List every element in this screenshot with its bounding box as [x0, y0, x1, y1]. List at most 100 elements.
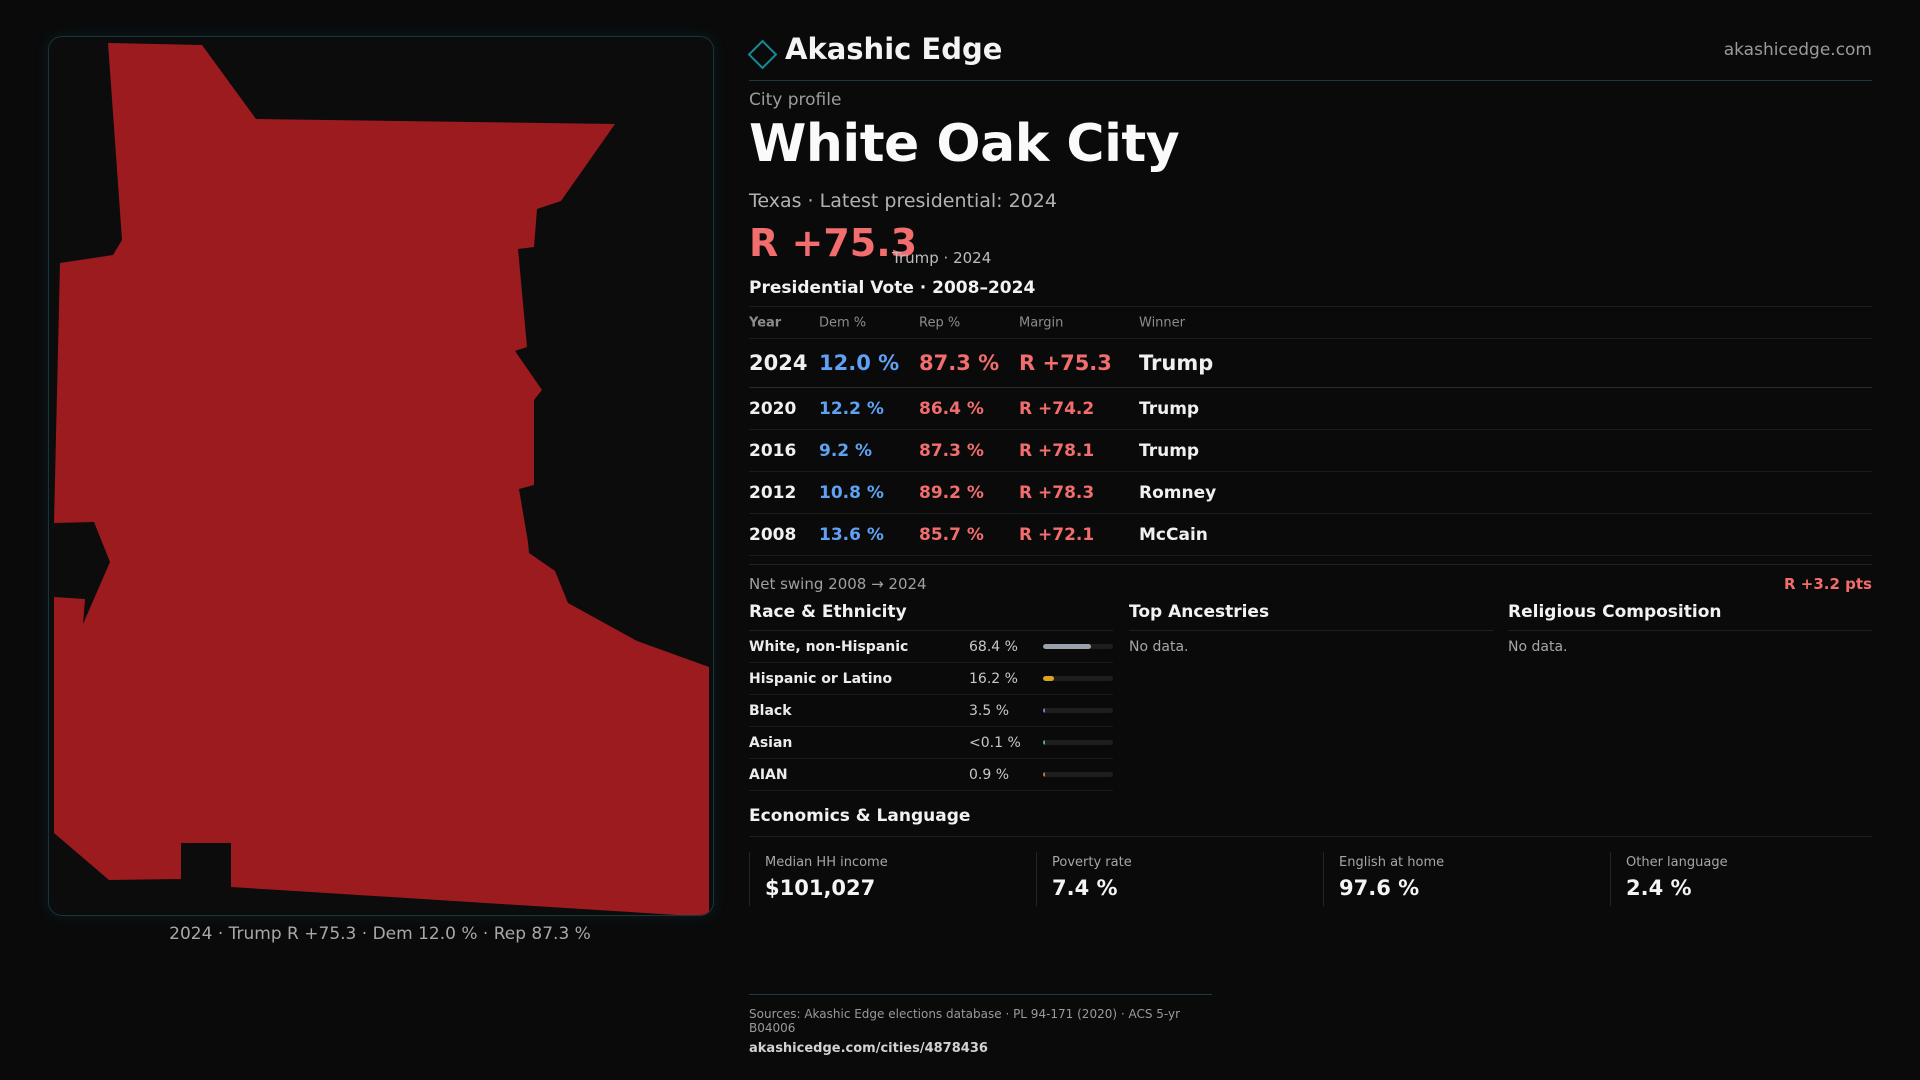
row-margin: R +72.1 — [1019, 524, 1095, 545]
race-bar-track — [1043, 708, 1113, 713]
econ-card-label: Median HH income — [765, 855, 888, 870]
col-header-margin: Margin — [1019, 315, 1064, 330]
table-row: 2020 12.2 % 86.4 % R +74.2 Trump — [749, 388, 1872, 430]
race-ethnicity-heading: Race & Ethnicity — [749, 602, 1113, 631]
race-value: 3.5 % — [969, 702, 1010, 719]
row-margin: R +78.3 — [1019, 482, 1095, 503]
econ-card-label: English at home — [1339, 855, 1445, 870]
row-dem: 10.8 % — [819, 482, 884, 503]
race-value: 16.2 % — [969, 670, 1018, 687]
econ-card-label: Poverty rate — [1052, 855, 1132, 870]
ancestries-empty: No data. — [1129, 639, 1189, 655]
row-margin: R +75.3 — [1019, 351, 1112, 375]
ancestries-section: Top Ancestries No data. — [1129, 602, 1493, 655]
econ-card-poverty: Poverty rate 7.4 % — [1036, 852, 1309, 906]
table-row: 2024 12.0 % 87.3 % R +75.3 Trump — [749, 339, 1872, 388]
economics-cards: Median HH income $101,027 Poverty rate 7… — [749, 852, 1872, 906]
list-item: Black 3.5 % — [749, 695, 1113, 727]
row-winner: Romney — [1139, 482, 1217, 503]
city-boundary-shape — [54, 43, 709, 915]
city-boundary-map — [54, 43, 709, 915]
race-value: <0.1 % — [969, 734, 1021, 751]
list-item: Asian <0.1 % — [749, 727, 1113, 759]
race-label: White, non-Hispanic — [749, 638, 909, 655]
econ-card-value: $101,027 — [765, 876, 876, 900]
net-swing-value: R +3.2 pts — [1784, 575, 1872, 593]
race-bar-fill — [1043, 740, 1045, 745]
econ-card-value: 2.4 % — [1626, 876, 1692, 900]
econ-card-value: 7.4 % — [1052, 876, 1118, 900]
city-map — [48, 36, 714, 916]
race-bar-fill — [1043, 644, 1091, 649]
page-title: White Oak City — [749, 114, 1180, 174]
race-ethnicity-section: Race & Ethnicity White, non-Hispanic 68.… — [749, 602, 1113, 791]
net-swing-label: Net swing 2008 → 2024 — [749, 575, 927, 593]
list-item: Hispanic or Latino 16.2 % — [749, 663, 1113, 695]
row-dem: 12.0 % — [819, 351, 900, 375]
econ-card-other-language: Other language 2.4 % — [1610, 852, 1873, 906]
religion-heading: Religious Composition — [1508, 602, 1872, 631]
col-header-winner: Winner — [1139, 315, 1186, 330]
race-label: Black — [749, 702, 792, 719]
econ-card-english: English at home 97.6 % — [1323, 852, 1596, 906]
row-winner: Trump — [1139, 398, 1200, 419]
race-label: Asian — [749, 734, 793, 751]
latest-margin-note: Trump · 2024 — [892, 249, 992, 267]
net-swing-row: Net swing 2008 → 2024 R +3.2 pts — [749, 564, 1872, 601]
col-header-rep: Rep % — [919, 315, 961, 330]
sources-footer: Sources: Akashic Edge elections database… — [749, 994, 1212, 1056]
race-value: 0.9 % — [969, 766, 1010, 783]
econ-card-income: Median HH income $101,027 — [749, 852, 1022, 906]
latest-margin: R +75.3 — [749, 221, 918, 265]
col-header-year: Year — [749, 315, 782, 330]
religion-section: Religious Composition No data. — [1508, 602, 1872, 655]
page-eyebrow: City profile — [749, 90, 842, 110]
col-header-dem: Dem % — [819, 315, 867, 330]
econ-card-value: 97.6 % — [1339, 876, 1420, 900]
row-rep: 87.3 % — [919, 440, 984, 461]
brand-name: Akashic Edge — [785, 32, 1003, 66]
brand-header: Akashic Edge akashicedge.com — [747, 32, 1872, 81]
map-caption: 2024 · Trump R +75.3 · Dem 12.0 % · Rep … — [169, 924, 591, 944]
row-margin: R +74.2 — [1019, 398, 1095, 419]
city-permalink[interactable]: akashicedge.com/cities/4878436 — [749, 1041, 988, 1056]
race-bar-track — [1043, 644, 1113, 649]
race-bar-fill — [1043, 676, 1055, 681]
row-margin: R +78.1 — [1019, 440, 1095, 461]
race-bar-fill — [1043, 772, 1045, 777]
econ-card-label: Other language — [1626, 855, 1728, 870]
table-header-row: Year Dem % Rep % Margin Winner — [749, 307, 1872, 339]
row-winner: Trump — [1139, 351, 1214, 375]
row-rep: 89.2 % — [919, 482, 984, 503]
ancestries-heading: Top Ancestries — [1129, 602, 1493, 631]
row-rep: 85.7 % — [919, 524, 984, 545]
row-rep: 86.4 % — [919, 398, 984, 419]
list-item: AIAN 0.9 % — [749, 759, 1113, 791]
sources-text: Sources: Akashic Edge elections database… — [749, 1007, 1181, 1035]
economics-heading: Economics & Language — [749, 806, 1872, 837]
row-year: 2020 — [749, 398, 797, 419]
row-year: 2016 — [749, 440, 797, 461]
presidential-vote-table: Year Dem % Rep % Margin Winner 2024 12.0… — [749, 306, 1872, 556]
presidential-vote-heading: Presidential Vote · 2008–2024 — [749, 278, 1036, 298]
race-label: Hispanic or Latino — [749, 670, 893, 687]
row-winner: McCain — [1139, 524, 1208, 545]
row-dem: 9.2 % — [819, 440, 873, 461]
race-bar-fill — [1043, 708, 1046, 713]
row-year: 2008 — [749, 524, 797, 545]
race-value: 68.4 % — [969, 638, 1018, 655]
race-bar-track — [1043, 676, 1113, 681]
race-bar-track — [1043, 772, 1113, 777]
brand-url-link[interactable]: akashicedge.com — [1723, 40, 1872, 60]
row-year: 2024 — [749, 351, 808, 375]
race-bar-track — [1043, 740, 1113, 745]
list-item: White, non-Hispanic 68.4 % — [749, 631, 1113, 663]
table-row: 2008 13.6 % 85.7 % R +72.1 McCain — [749, 514, 1872, 556]
race-ethnicity-list: White, non-Hispanic 68.4 % Hispanic or L… — [749, 631, 1113, 791]
row-year: 2012 — [749, 482, 797, 503]
row-winner: Trump — [1139, 440, 1200, 461]
table-row: 2012 10.8 % 89.2 % R +78.3 Romney — [749, 472, 1872, 514]
state-line: Texas · Latest presidential: 2024 — [749, 190, 1057, 212]
race-label: AIAN — [749, 766, 788, 783]
row-dem: 13.6 % — [819, 524, 884, 545]
